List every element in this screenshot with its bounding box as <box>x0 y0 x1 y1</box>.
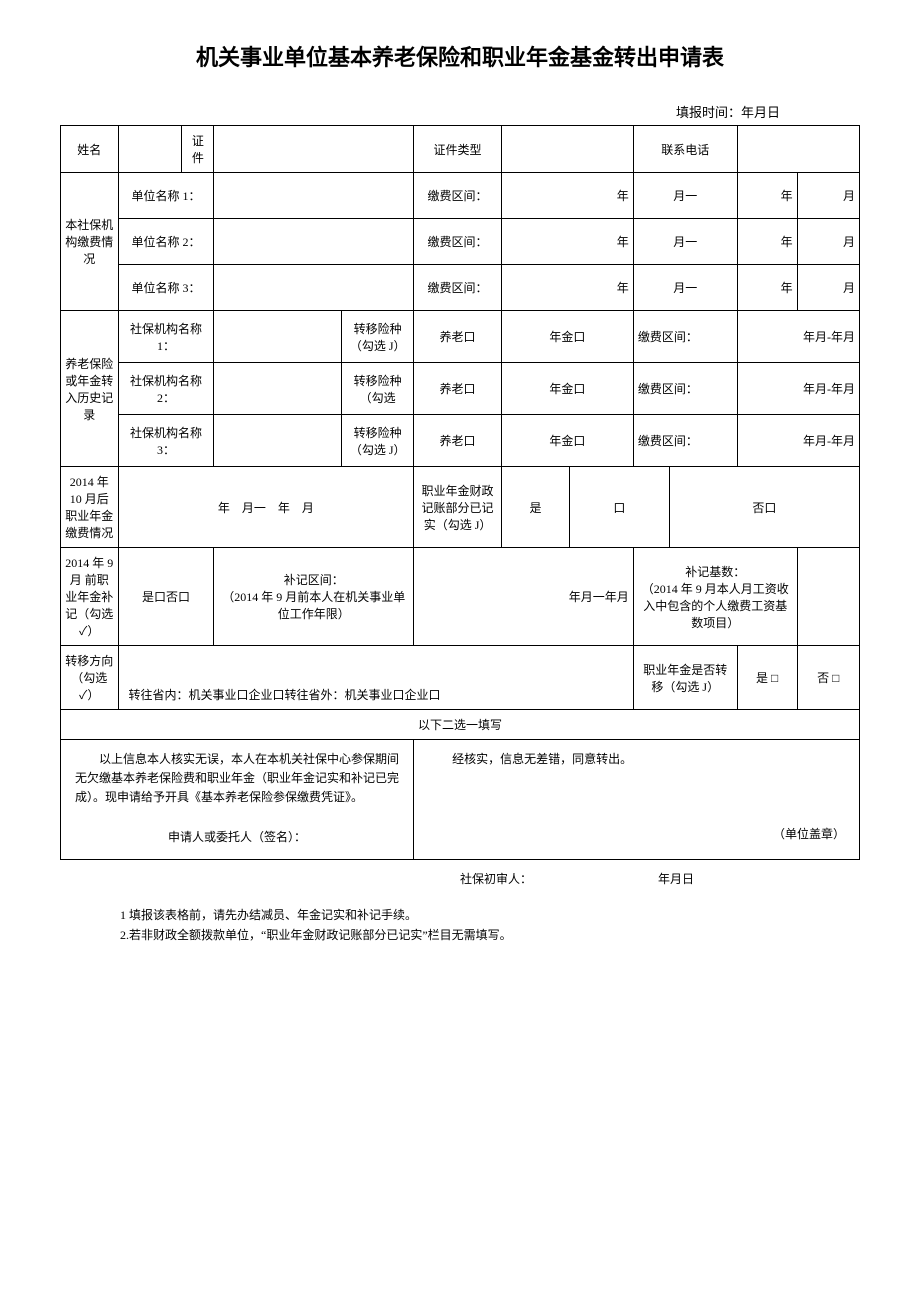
note-2: 2.若非财政全额拨款单位，“职业年金财政记账部分已记实”栏目无需填写。 <box>120 925 860 945</box>
sig-left: 以上信息本人核实无误，本人在本机关社保中心参保期间无欠缴基本养老保险费和职业年金… <box>61 740 414 860</box>
before2014-base-val[interactable] <box>797 548 859 646</box>
period-label-1: 缴费区间： <box>414 173 502 219</box>
hist-org-1: 社保机构名称 1： <box>118 311 214 363</box>
hist-annuity-2[interactable]: 年金口 <box>502 363 634 415</box>
before2014-supp-base: 补记基数： （2014 年 9 月本人月工资收入中包含的个人缴费工资基数项目） <box>633 548 797 646</box>
after2014-period[interactable]: 年 月一 年 月 <box>118 467 414 548</box>
org-group-label: 本社保机构缴费情况 <box>61 173 119 311</box>
period-label-2: 缴费区间： <box>414 219 502 265</box>
from-2: 年 <box>502 219 634 265</box>
hist-trans-2: 转移险种（勾选 <box>342 363 414 415</box>
hist-period-label-3: 缴费区间： <box>633 415 737 467</box>
unit-label-2: 单位名称 2： <box>118 219 214 265</box>
cert-value[interactable] <box>214 126 414 173</box>
hist-pension-2[interactable]: 养老口 <box>414 363 502 415</box>
toy-2: 年 <box>737 219 797 265</box>
phone-label: 联系电话 <box>633 126 737 173</box>
hist-org-2: 社保机构名称 2： <box>118 363 214 415</box>
direction-options[interactable]: 转往省内：机关事业口企业口转往省外：机关事业口企业口 <box>118 646 633 710</box>
name-label: 姓名 <box>61 126 119 173</box>
sep-3: 月一 <box>633 265 737 311</box>
after2014-label: 2014 年10 月后职业年金缴费情况 <box>61 467 119 548</box>
sep-2: 月一 <box>633 219 737 265</box>
hist-org-val-3[interactable] <box>214 415 342 467</box>
unit-label-3: 单位名称 3： <box>118 265 214 311</box>
sig-left-signer[interactable]: 申请人或委托人（签名）： <box>75 828 399 847</box>
unit-label-1: 单位名称 1： <box>118 173 214 219</box>
cert-type-label: 证件类型 <box>414 126 502 173</box>
before2014-period-val[interactable]: 年月一年月 <box>414 548 634 646</box>
after2014-yes[interactable]: 是 <box>502 467 570 548</box>
sig-right-stamp: （单位盖章） <box>428 825 845 844</box>
form-table: 姓名 证件 证件类型 联系电话 本社保机构缴费情况 单位名称 1： 缴费区间： … <box>60 125 860 860</box>
annuity-transfer-label: 职业年金是否转移（勾选 J） <box>633 646 737 710</box>
hist-range-3: 年月-年月 <box>737 415 859 467</box>
annuity-no[interactable]: 否 □ <box>797 646 859 710</box>
sig-right-body: 经核实，信息无差错，同意转出。 <box>428 750 845 769</box>
sep-1: 月一 <box>633 173 737 219</box>
sig-right: 经核实，信息无差错，同意转出。 （单位盖章） <box>414 740 860 860</box>
unit-value-3[interactable] <box>214 265 414 311</box>
hist-range-2: 年月-年月 <box>737 363 859 415</box>
footer-date: 年月日 <box>658 872 694 886</box>
page-title: 机关事业单位基本养老保险和职业年金基金转出申请表 <box>60 40 860 72</box>
hist-pension-3[interactable]: 养老口 <box>414 415 502 467</box>
from-1: 年 <box>502 173 634 219</box>
before2014-label: 2014 年 9月 前职业年金补记（勾选✓） <box>61 548 119 646</box>
tom-1: 月 <box>797 173 859 219</box>
from-3: 年 <box>502 265 634 311</box>
fill-time: 填报时间：年月日 <box>60 102 860 121</box>
annuity-yes[interactable]: 是 □ <box>737 646 797 710</box>
hist-annuity-1[interactable]: 年金口 <box>502 311 634 363</box>
phone-value[interactable] <box>737 126 859 173</box>
period-label-3: 缴费区间： <box>414 265 502 311</box>
cert-label: 证件 <box>182 126 214 173</box>
hist-pension-1[interactable]: 养老口 <box>414 311 502 363</box>
after2014-box[interactable]: 口 <box>569 467 669 548</box>
hist-trans-3: 转移险种（勾选 J） <box>342 415 414 467</box>
auditor-label: 社保初审人： <box>460 872 532 886</box>
hist-period-label-2: 缴费区间： <box>633 363 737 415</box>
note-1: 1 填报该表格前，请先办结减员、年金记实和补记手续。 <box>120 905 860 925</box>
hist-org-3: 社保机构名称 3： <box>118 415 214 467</box>
notes: 1 填报该表格前，请先办结减员、年金记实和补记手续。 2.若非财政全额拨款单位，… <box>60 905 860 946</box>
name-value[interactable] <box>118 126 182 173</box>
before2014-supp-period: 补记区间： （2014 年 9 月前本人在机关事业单位工作年限） <box>214 548 414 646</box>
toy-3: 年 <box>737 265 797 311</box>
hist-org-val-2[interactable] <box>214 363 342 415</box>
before2014-yesno[interactable]: 是口否口 <box>118 548 214 646</box>
cert-type-value[interactable] <box>502 126 634 173</box>
sig-left-body: 以上信息本人核实无误，本人在本机关社保中心参保期间无欠缴基本养老保险费和职业年金… <box>75 750 399 808</box>
hist-period-label-1: 缴费区间： <box>633 311 737 363</box>
footer: 社保初审人： 年月日 <box>60 870 860 887</box>
tom-3: 月 <box>797 265 859 311</box>
toy-1: 年 <box>737 173 797 219</box>
hist-group-label: 养老保险或年金转入历史记录 <box>61 311 119 467</box>
unit-value-2[interactable] <box>214 219 414 265</box>
hist-trans-1: 转移险种（勾选 J） <box>342 311 414 363</box>
tom-2: 月 <box>797 219 859 265</box>
after2014-verify-label: 职业年金财政记账部分已记实（勾选 J） <box>414 467 502 548</box>
direction-label: 转移方向（勾选 ✓） <box>61 646 119 710</box>
hist-annuity-3[interactable]: 年金口 <box>502 415 634 467</box>
hist-org-val-1[interactable] <box>214 311 342 363</box>
unit-value-1[interactable] <box>214 173 414 219</box>
choose-label: 以下二选一填写 <box>61 710 860 740</box>
after2014-no[interactable]: 否口 <box>669 467 859 548</box>
hist-range-1: 年月-年月 <box>737 311 859 363</box>
